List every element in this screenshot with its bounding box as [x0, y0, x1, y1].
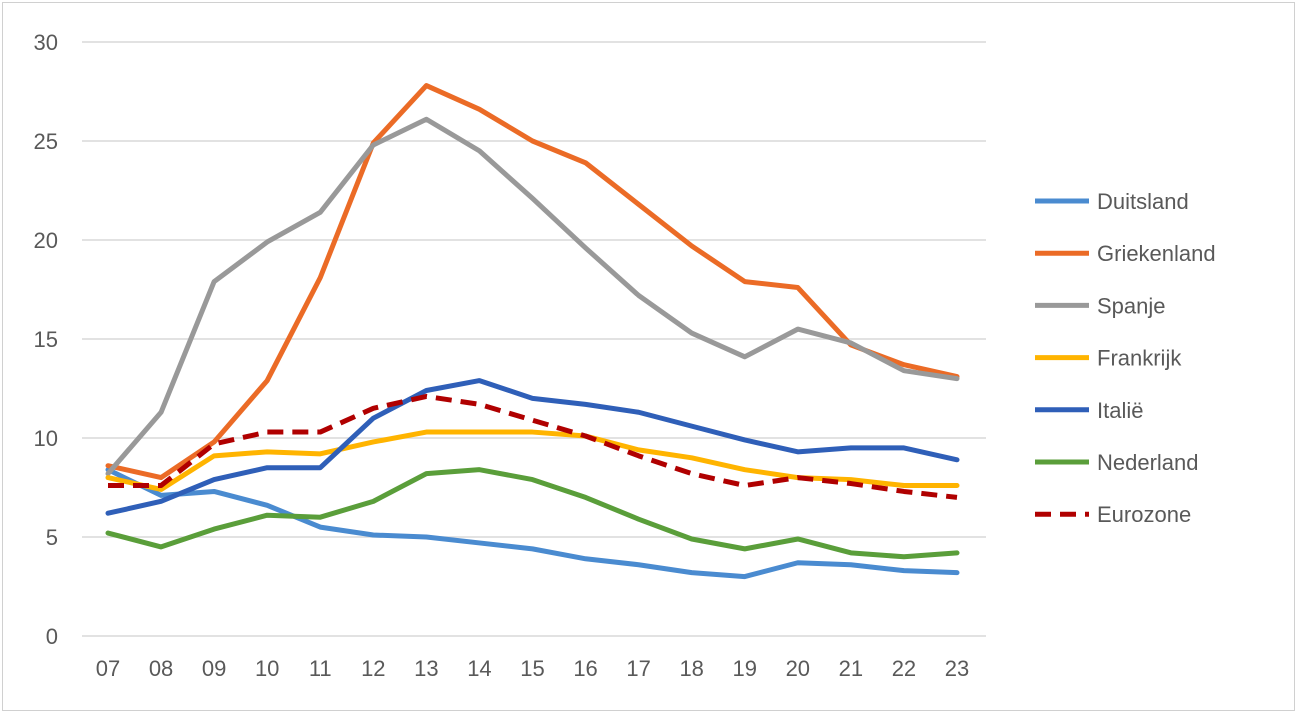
- y-tick-label: 25: [34, 129, 58, 154]
- x-axis-ticks: 07 08 09 10 11 12 13 14 15 16 17 18 19 20 21 22 23: [96, 656, 969, 681]
- y-tick-label: 10: [34, 426, 58, 451]
- legend-label: Frankrijk: [1097, 346, 1182, 371]
- y-tick-label: 0: [46, 624, 58, 649]
- y-tick-label: 30: [34, 30, 58, 55]
- x-tick-label: 12: [361, 656, 385, 681]
- series-line-nederland: [105, 467, 960, 560]
- x-tick-label: 20: [786, 656, 810, 681]
- x-tick-label: 09: [202, 656, 226, 681]
- x-tick-label: 15: [520, 656, 544, 681]
- x-tick-label: 19: [733, 656, 757, 681]
- x-tick-label: 18: [679, 656, 703, 681]
- y-tick-label: 15: [34, 327, 58, 352]
- series-lines: [105, 83, 960, 580]
- series-line-eurozone: [108, 393, 958, 500]
- series-line-italië: [105, 378, 960, 516]
- legend-label: Italië: [1097, 398, 1143, 423]
- series-line-duitsland: [105, 467, 960, 580]
- legend-label: Nederland: [1097, 450, 1199, 475]
- legend-label: Griekenland: [1097, 241, 1216, 266]
- series-line-frankrijk: [105, 429, 960, 492]
- x-tick-label: 10: [255, 656, 279, 681]
- x-tick-label: 22: [892, 656, 916, 681]
- y-tick-label: 20: [34, 228, 58, 253]
- series-line-griekenland: [105, 83, 960, 481]
- x-tick-label: 21: [839, 656, 863, 681]
- x-tick-label: 08: [149, 656, 173, 681]
- legend-label: Eurozone: [1097, 502, 1191, 527]
- y-axis-ticks: 0 5 10 15 20 25 30: [34, 30, 58, 649]
- x-tick-label: 14: [467, 656, 491, 681]
- legend-label: Spanje: [1097, 293, 1166, 318]
- x-tick-label: 17: [626, 656, 650, 681]
- x-tick-label: 11: [309, 656, 332, 681]
- x-tick-label: 07: [96, 656, 120, 681]
- series-line-spanje: [105, 116, 960, 477]
- y-tick-label: 5: [46, 525, 58, 550]
- x-tick-label: 16: [573, 656, 597, 681]
- x-tick-label: 23: [945, 656, 969, 681]
- x-tick-label: 13: [414, 656, 438, 681]
- legend-label: Duitsland: [1097, 189, 1189, 214]
- legend: Duitsland Griekenland Spanje Frankrijk Itali…: [1035, 189, 1216, 527]
